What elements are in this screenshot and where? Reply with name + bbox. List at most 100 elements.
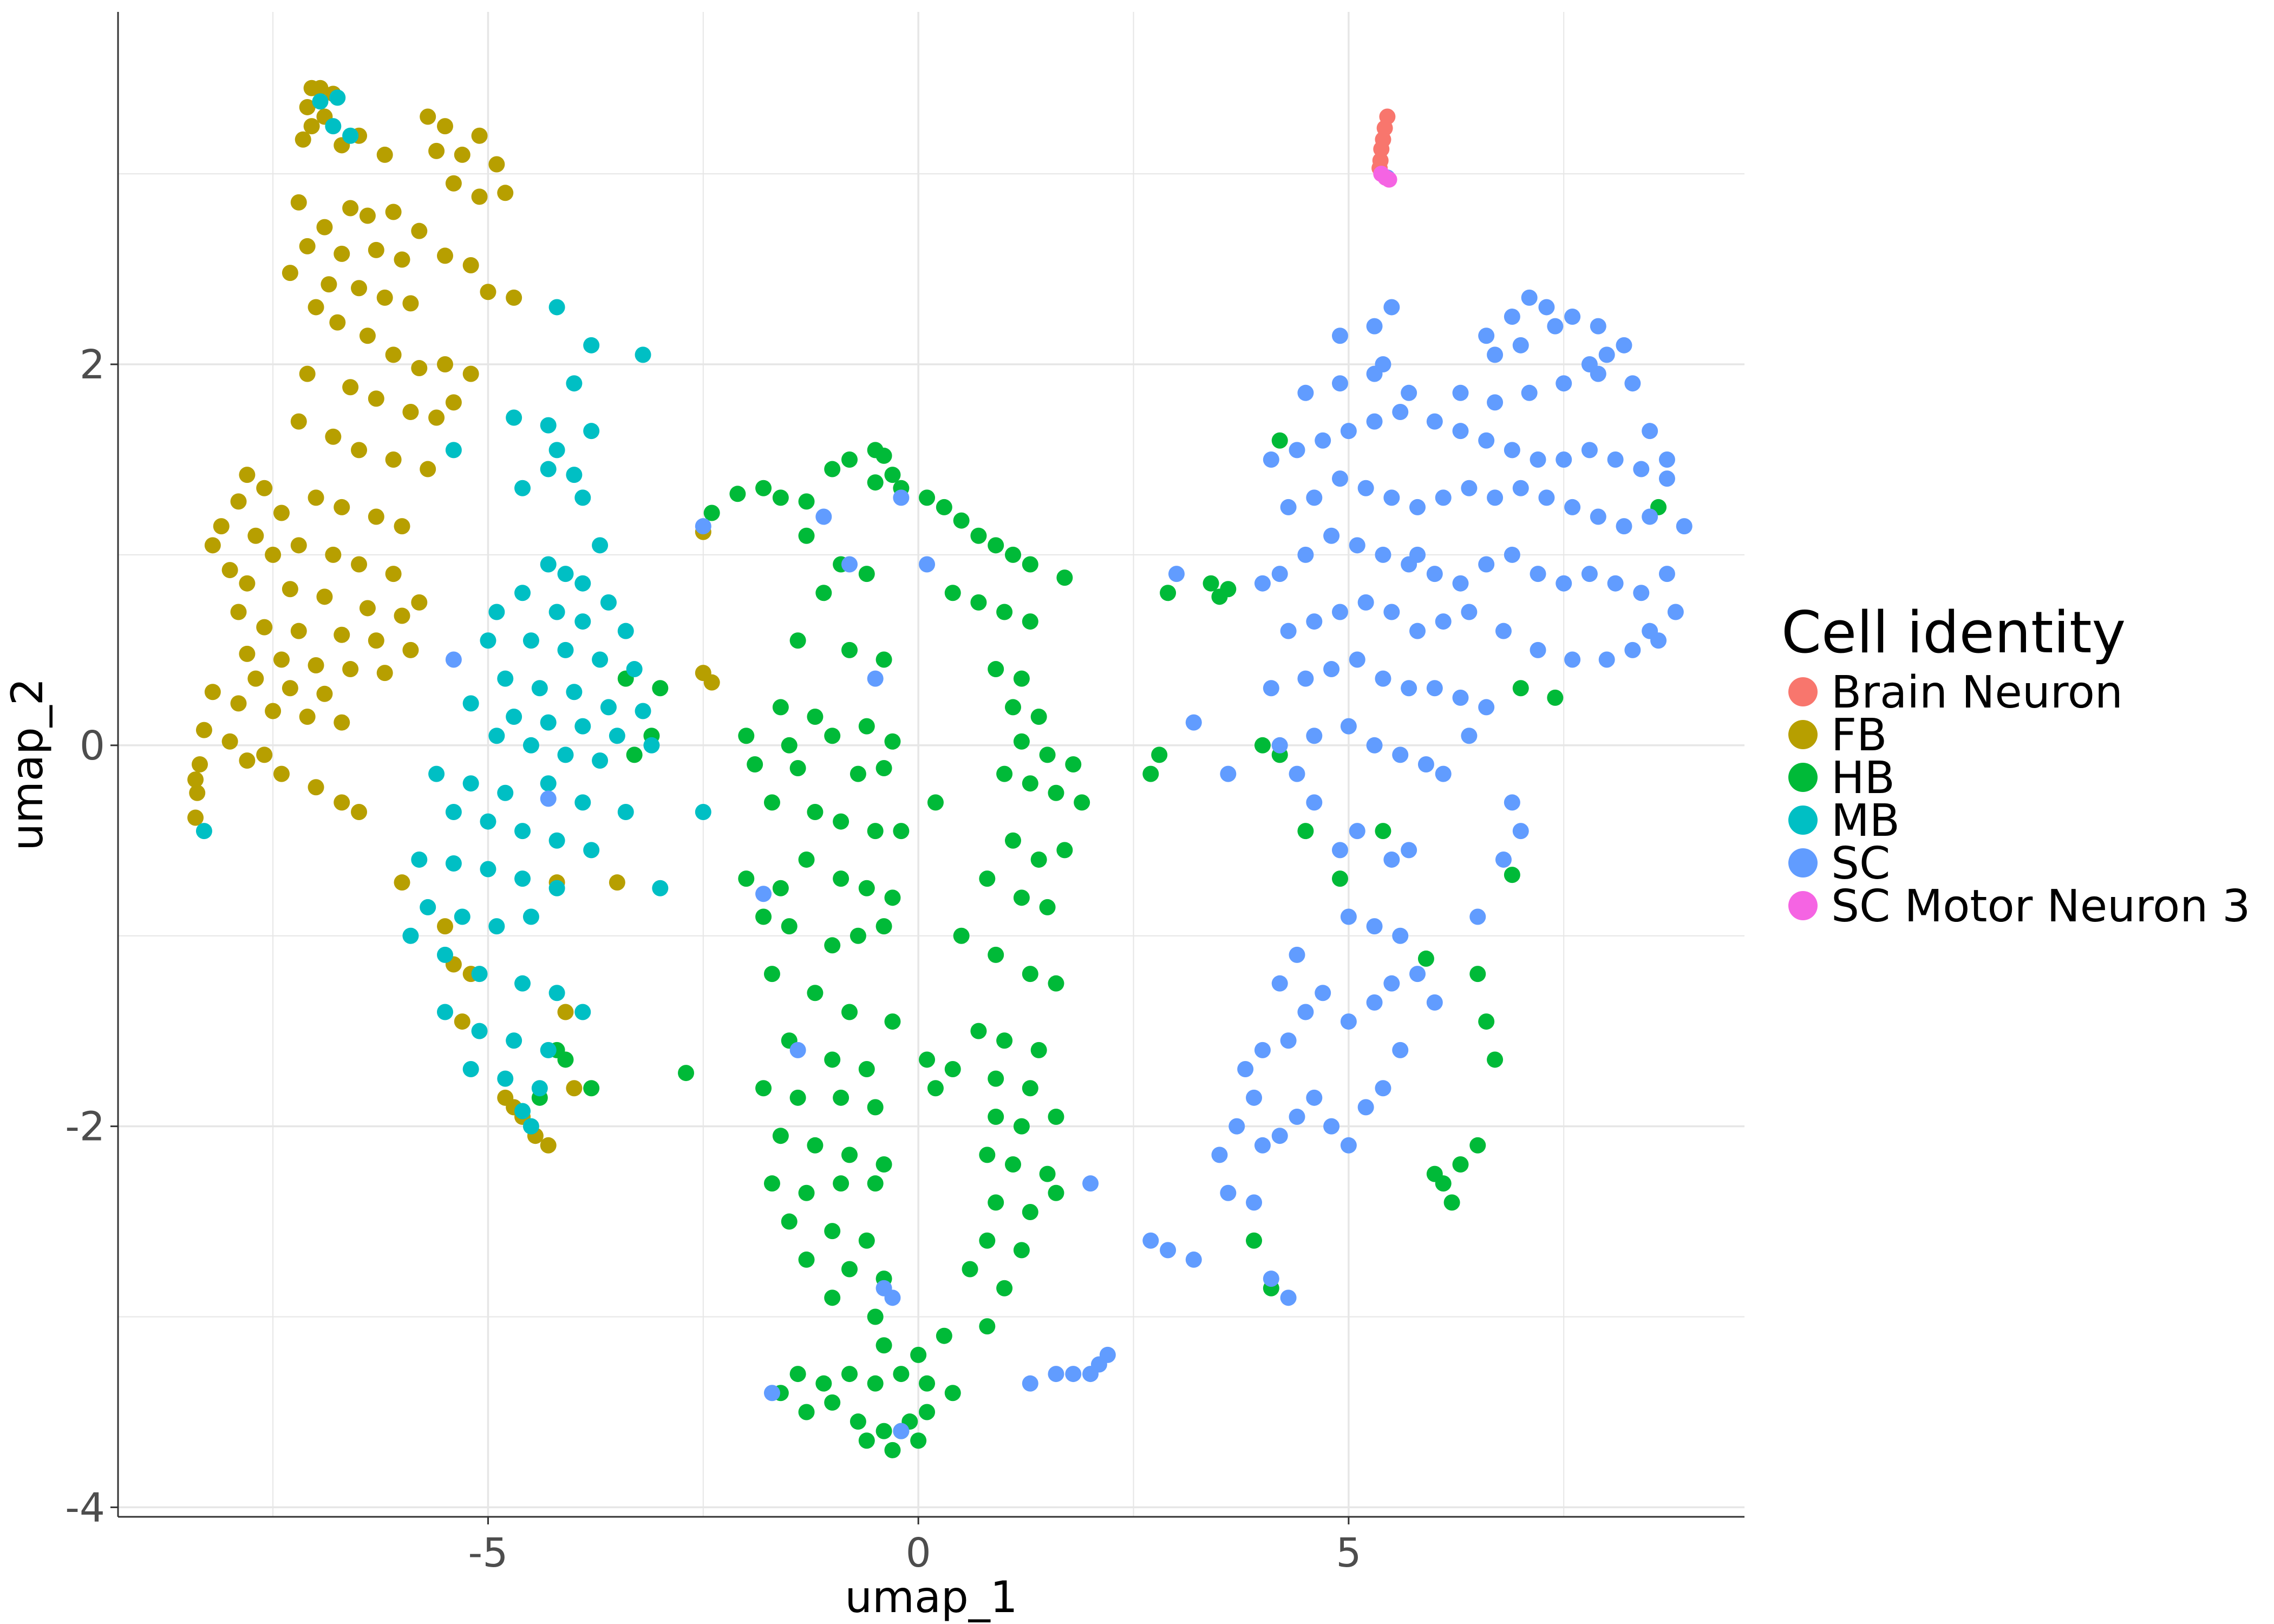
point-sc: [1142, 1232, 1159, 1249]
point-hb: [893, 823, 910, 840]
point-fb: [290, 537, 307, 554]
point-sc: [1289, 1109, 1305, 1125]
point-fb: [394, 607, 410, 624]
point-mb: [557, 641, 574, 658]
point-hb: [1004, 546, 1021, 563]
point-mb: [583, 337, 600, 353]
point-hb: [807, 709, 824, 725]
point-mb: [195, 823, 212, 840]
point-mb: [488, 728, 505, 744]
point-sc: [1263, 451, 1279, 468]
point-sc: [1271, 566, 1288, 582]
point-sc: [893, 1423, 910, 1439]
y-axis-ticks: -4 -2 0 2: [65, 342, 118, 1531]
point-sc: [1254, 575, 1271, 592]
point-fb: [334, 626, 350, 643]
point-fb: [342, 661, 359, 678]
point-sc: [1289, 946, 1305, 963]
point-sc: [1331, 375, 1348, 392]
point-hb: [910, 1346, 927, 1363]
point-sc: [1461, 728, 1478, 744]
point-mb: [436, 1004, 453, 1020]
point-hb: [936, 1327, 952, 1344]
point-hb: [763, 1175, 780, 1192]
point-hb: [763, 966, 780, 983]
point-hb: [858, 1432, 875, 1449]
point-hb: [1203, 575, 1219, 592]
point-sc: [1512, 337, 1529, 353]
point-sc: [1383, 975, 1400, 992]
point-hb: [1297, 823, 1314, 840]
point-mb: [445, 803, 462, 820]
point-fb: [480, 284, 496, 300]
point-sc: [789, 1042, 806, 1058]
point-fb: [385, 451, 402, 468]
point-fb: [351, 280, 368, 297]
point-mb: [574, 613, 591, 630]
point-sc: [841, 556, 858, 573]
point-fb: [497, 185, 514, 201]
point-mb: [420, 899, 436, 915]
point-hb: [858, 566, 875, 582]
point-hb: [1048, 784, 1064, 801]
point-hb: [858, 1061, 875, 1078]
point-hb: [833, 870, 850, 887]
point-hb: [557, 1051, 574, 1068]
point-sc: [1504, 546, 1520, 563]
point-fb: [230, 493, 247, 510]
point-mb: [574, 575, 591, 592]
point-mb: [480, 861, 496, 878]
point-hb: [979, 870, 996, 887]
point-hb: [815, 585, 832, 601]
point-mb: [402, 927, 419, 944]
point-hb: [798, 1404, 815, 1420]
point-hb: [789, 1089, 806, 1106]
point-mb: [695, 803, 711, 820]
point-hb: [979, 1147, 996, 1163]
point-sc: [1366, 918, 1383, 935]
point-fb: [566, 1080, 583, 1097]
point-sc: [1435, 489, 1452, 506]
point-hb: [1022, 1203, 1038, 1220]
point-sc: [1426, 566, 1443, 582]
point-hb: [919, 1404, 936, 1420]
point-sc: [1297, 384, 1314, 401]
point-sc: [1478, 328, 1495, 344]
point-hb: [884, 1442, 901, 1458]
y-tick-label: 0: [80, 723, 105, 769]
point-mb: [462, 695, 479, 712]
point-hb: [867, 823, 884, 840]
point-sc: [1452, 423, 1469, 440]
x-tick-label: -5: [468, 1530, 508, 1576]
point-hb: [944, 1061, 961, 1078]
point-sc: [1168, 566, 1185, 582]
point-hb: [652, 680, 669, 697]
point-sc: [1590, 508, 1606, 525]
point-hb: [996, 1032, 1013, 1049]
point-hb: [858, 880, 875, 896]
y-tick-label: -2: [65, 1104, 105, 1150]
point-hb: [678, 1065, 695, 1082]
point-hb: [970, 594, 987, 611]
point-fb: [368, 508, 384, 525]
point-hb: [1547, 689, 1564, 706]
point-sc: [1229, 1118, 1245, 1135]
point-sc: [1676, 518, 1693, 535]
point-sc: [1607, 451, 1624, 468]
point-mb: [514, 1103, 531, 1119]
point-hb: [919, 489, 936, 506]
point-hb: [1022, 1080, 1038, 1097]
point-mb: [522, 908, 539, 925]
point-fb: [308, 299, 324, 316]
point-mb: [574, 489, 591, 506]
point-fb: [488, 156, 505, 173]
point-hb: [867, 1175, 884, 1192]
point-sc: [1340, 908, 1357, 925]
point-hb: [772, 880, 789, 896]
point-fb: [265, 546, 282, 563]
point-hb: [875, 1423, 892, 1439]
point-hb: [789, 1366, 806, 1383]
point-hb: [996, 604, 1013, 620]
point-fb: [394, 874, 410, 891]
point-sc: [1598, 651, 1615, 668]
